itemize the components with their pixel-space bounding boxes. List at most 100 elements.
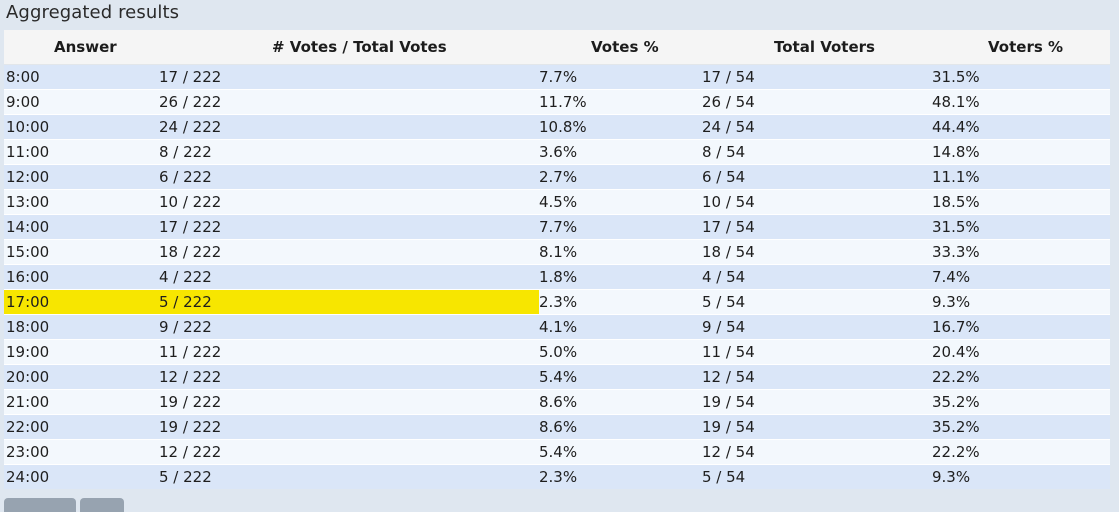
table-row: 11:00 8 / 222 3.6% 8 / 54 14.8%: [4, 139, 1110, 165]
cell-voters-percent: 11.1%: [932, 164, 1110, 190]
cell-votes: 10 / 222: [159, 189, 539, 215]
cell-answer: 22:00: [4, 414, 159, 440]
cell-voters-percent: 31.5%: [932, 64, 1110, 90]
header-votes-percent[interactable]: Votes %: [539, 30, 702, 65]
cell-votes: 17 / 222: [159, 64, 539, 90]
table-row: 16:00 4 / 222 1.8% 4 / 54 7.4%: [4, 264, 1110, 290]
header-votes[interactable]: # Votes / Total Votes: [159, 30, 539, 65]
cell-votes: 8 / 222: [159, 139, 539, 165]
cell-answer: 12:00: [4, 164, 159, 190]
cell-total-voters: 5 / 54: [702, 289, 932, 315]
cell-total-voters: 18 / 54: [702, 239, 932, 265]
cell-votes-percent: 8.1%: [539, 239, 702, 265]
cell-answer: 20:00: [4, 364, 159, 390]
cell-voters-percent: 9.3%: [932, 289, 1110, 315]
cell-total-voters: 6 / 54: [702, 164, 932, 190]
cell-votes: 12 / 222: [159, 439, 539, 465]
cell-votes: 18 / 222: [159, 239, 539, 265]
cell-votes: 5 / 222: [159, 289, 539, 315]
action-button-1[interactable]: [4, 498, 76, 512]
cell-votes-percent: 4.5%: [539, 189, 702, 215]
cell-total-voters: 10 / 54: [702, 189, 932, 215]
cell-answer: 19:00: [4, 339, 159, 365]
table-row: 17:00 5 / 222 2.3% 5 / 54 9.3%: [4, 289, 1110, 315]
cell-answer: 14:00: [4, 214, 159, 240]
cell-total-voters: 24 / 54: [702, 114, 932, 140]
cell-answer: 18:00: [4, 314, 159, 340]
cell-votes: 17 / 222: [159, 214, 539, 240]
cell-votes-percent: 7.7%: [539, 214, 702, 240]
cell-answer: 16:00: [4, 264, 159, 290]
cell-votes: 9 / 222: [159, 314, 539, 340]
cell-answer: 11:00: [4, 139, 159, 165]
cell-total-voters: 11 / 54: [702, 339, 932, 365]
cell-voters-percent: 22.2%: [932, 364, 1110, 390]
table-row: 10:00 24 / 222 10.8% 24 / 54 44.4%: [4, 114, 1110, 140]
cell-total-voters: 12 / 54: [702, 439, 932, 465]
table-row: 14:00 17 / 222 7.7% 17 / 54 31.5%: [4, 214, 1110, 240]
cell-total-voters: 17 / 54: [702, 214, 932, 240]
cell-answer: 13:00: [4, 189, 159, 215]
cell-votes: 19 / 222: [159, 389, 539, 415]
cell-answer: 24:00: [4, 464, 159, 489]
panel-title: Aggregated results: [6, 2, 180, 23]
cell-voters-percent: 18.5%: [932, 189, 1110, 215]
cell-votes: 5 / 222: [159, 464, 539, 489]
cell-voters-percent: 14.8%: [932, 139, 1110, 165]
cell-answer: 21:00: [4, 389, 159, 415]
cell-answer: 17:00: [4, 289, 159, 315]
header-voters-percent[interactable]: Voters %: [932, 30, 1110, 65]
cell-total-voters: 19 / 54: [702, 389, 932, 415]
cell-total-voters: 4 / 54: [702, 264, 932, 290]
cell-votes: 11 / 222: [159, 339, 539, 365]
table-row: 19:00 11 / 222 5.0% 11 / 54 20.4%: [4, 339, 1110, 365]
cell-votes-percent: 2.7%: [539, 164, 702, 190]
cell-voters-percent: 7.4%: [932, 264, 1110, 290]
header-answer[interactable]: Answer: [4, 30, 159, 65]
table-row: 8:00 17 / 222 7.7% 17 / 54 31.5%: [4, 64, 1110, 90]
cell-votes: 24 / 222: [159, 114, 539, 140]
cell-voters-percent: 20.4%: [932, 339, 1110, 365]
table-row: 15:00 18 / 222 8.1% 18 / 54 33.3%: [4, 239, 1110, 265]
cell-votes-percent: 10.8%: [539, 114, 702, 140]
action-button-2[interactable]: [80, 498, 124, 512]
cell-votes: 12 / 222: [159, 364, 539, 390]
cell-answer: 9:00: [4, 89, 159, 115]
table-header-row: Answer # Votes / Total Votes Votes % Tot…: [4, 30, 1110, 65]
cell-votes-percent: 2.3%: [539, 464, 702, 489]
cell-voters-percent: 16.7%: [932, 314, 1110, 340]
cell-votes-percent: 5.4%: [539, 439, 702, 465]
table-row: 21:00 19 / 222 8.6% 19 / 54 35.2%: [4, 389, 1110, 415]
table-row: 12:00 6 / 222 2.7% 6 / 54 11.1%: [4, 164, 1110, 190]
cell-voters-percent: 44.4%: [932, 114, 1110, 140]
cell-total-voters: 5 / 54: [702, 464, 932, 489]
table-row: 24:00 5 / 222 2.3% 5 / 54 9.3%: [4, 464, 1110, 489]
table-body: 8:00 17 / 222 7.7% 17 / 54 31.5% 9:00 26 / 222…: [4, 64, 1110, 489]
header-total-voters[interactable]: Total Voters: [702, 30, 932, 65]
cell-votes: 19 / 222: [159, 414, 539, 440]
cell-voters-percent: 48.1%: [932, 89, 1110, 115]
cell-answer: 15:00: [4, 239, 159, 265]
table-row: 18:00 9 / 222 4.1% 9 / 54 16.7%: [4, 314, 1110, 340]
table-row: 22:00 19 / 222 8.6% 19 / 54 35.2%: [4, 414, 1110, 440]
cell-votes-percent: 1.8%: [539, 264, 702, 290]
cell-votes-percent: 5.0%: [539, 339, 702, 365]
cell-total-voters: 9 / 54: [702, 314, 932, 340]
cell-total-voters: 17 / 54: [702, 64, 932, 90]
cell-total-voters: 12 / 54: [702, 364, 932, 390]
cell-voters-percent: 31.5%: [932, 214, 1110, 240]
cell-votes-percent: 2.3%: [539, 289, 702, 315]
cell-answer: 10:00: [4, 114, 159, 140]
cell-votes-percent: 5.4%: [539, 364, 702, 390]
table-row: 9:00 26 / 222 11.7% 26 / 54 48.1%: [4, 89, 1110, 115]
cell-voters-percent: 33.3%: [932, 239, 1110, 265]
cell-votes-percent: 3.6%: [539, 139, 702, 165]
cell-votes: 4 / 222: [159, 264, 539, 290]
table-row: 13:00 10 / 222 4.5% 10 / 54 18.5%: [4, 189, 1110, 215]
cell-total-voters: 26 / 54: [702, 89, 932, 115]
cell-total-voters: 19 / 54: [702, 414, 932, 440]
cell-answer: 23:00: [4, 439, 159, 465]
cell-voters-percent: 22.2%: [932, 439, 1110, 465]
cell-votes: 6 / 222: [159, 164, 539, 190]
